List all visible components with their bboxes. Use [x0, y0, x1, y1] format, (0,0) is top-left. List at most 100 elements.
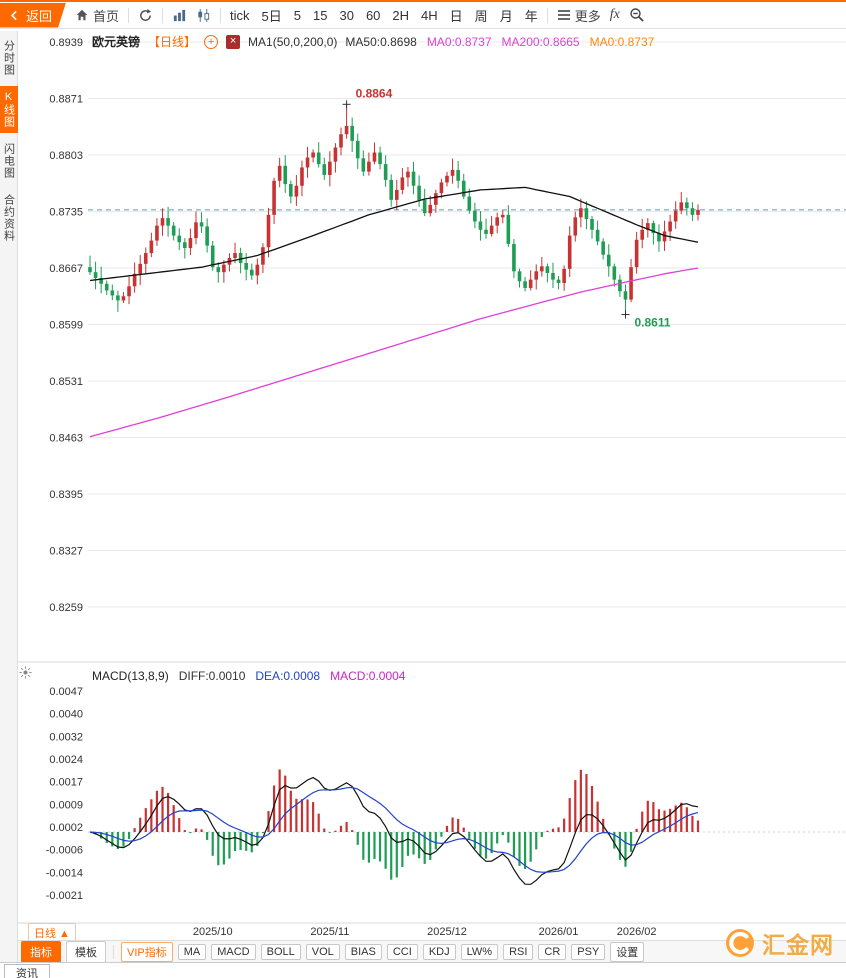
period-button-6[interactable]: 2H: [392, 7, 410, 23]
more-label: 更多: [574, 8, 601, 24]
macd-name: MACD(13,8,9): [92, 669, 169, 683]
timeframe-chip[interactable]: 日线 ▲: [28, 923, 76, 943]
top-toolbar: 返回 首页 tick 5日 5 15 30 60 2H 4H 日周月年 更多 fx: [0, 2, 846, 29]
fx-icon: fx: [609, 7, 620, 22]
bar-chart-button[interactable]: [172, 8, 187, 23]
magnifier-minus-icon: [630, 8, 644, 22]
svg-text:0.8611: 0.8611: [634, 316, 670, 330]
period-button-1[interactable]: 5日: [261, 8, 282, 24]
candles: [88, 104, 700, 315]
svg-text:2025/11: 2025/11: [310, 926, 349, 938]
indicator-button-2[interactable]: MACD: [211, 943, 256, 960]
macd-histogram: [94, 769, 700, 880]
x-axis-labels: 2025/10 2025/11 2025/12 2026/01 2026/02: [193, 926, 657, 938]
ma-value-0: MA50:0.8698: [345, 34, 417, 49]
svg-text:0.0017: 0.0017: [49, 777, 83, 789]
indicator-button-10[interactable]: CR: [538, 943, 567, 960]
period-button-2[interactable]: 5: [293, 7, 301, 23]
period-button-10[interactable]: 月: [499, 8, 513, 24]
svg-text:-0.0006: -0.0006: [46, 845, 83, 857]
refresh-button[interactable]: [138, 8, 153, 23]
indicator-button-5[interactable]: BIAS: [344, 943, 382, 960]
indicator-button-12[interactable]: 设置: [610, 941, 645, 962]
home-button[interactable]: 首页: [75, 6, 119, 25]
indicator-button-4[interactable]: VOL: [305, 943, 340, 960]
ma50-line: [89, 186, 699, 282]
period-button-5[interactable]: 60: [365, 7, 381, 23]
sidebar-tab-2[interactable]: 闪电图: [2, 143, 15, 179]
back-label: 返回: [26, 8, 53, 24]
home-label: 首页: [93, 8, 120, 24]
svg-text:0.8463: 0.8463: [49, 433, 83, 445]
toolbar-separator: [546, 7, 548, 23]
add-indicator-icon[interactable]: +: [204, 34, 219, 49]
svg-text:0.8667: 0.8667: [49, 263, 83, 275]
svg-text:0.8864: 0.8864: [356, 86, 393, 100]
svg-text:0.0047: 0.0047: [49, 686, 83, 698]
bar-chart-icon: [173, 9, 186, 21]
zoom-out-button[interactable]: [629, 7, 645, 23]
macd-value-2: MACD:0.0004: [330, 669, 406, 683]
diff-line: [89, 776, 699, 885]
toolbar-separator: [220, 7, 222, 23]
svg-text:2025/12: 2025/12: [427, 926, 467, 938]
indicator-bar: 指标 模板 VIP指标 MA MACD BOLL VOL BIAS CCI KDJ LW% RSI CR…: [18, 940, 846, 963]
toolbar-separator: [128, 7, 130, 23]
period-button-4[interactable]: 30: [339, 7, 354, 23]
indicator-button-8[interactable]: LW%: [460, 943, 499, 960]
indicator-button-6[interactable]: CCI: [386, 943, 418, 960]
macd-header: MACD(13,8,9) DIFF:0.0010 DEA:0.0008 MACD:0…: [92, 669, 405, 683]
svg-text:0.8871: 0.8871: [49, 94, 83, 106]
news-tab[interactable]: 资讯: [4, 964, 50, 978]
period-button-8[interactable]: 日: [449, 8, 463, 24]
bottom-strip: 资讯: [0, 962, 846, 978]
period-button-7[interactable]: 4H: [421, 7, 438, 23]
price-chart-header: 欧元英镑 【日线】 + × MA1(50,0,200,0) MA50:0.869…: [92, 33, 654, 50]
ma-settings-label: MA1(50,0,200,0): [248, 34, 338, 49]
sidebar-tab-0[interactable]: 分时图: [2, 40, 15, 76]
symbol-name: 欧元英镑: [92, 35, 141, 49]
bottom-tab-1[interactable]: 模板: [66, 940, 106, 963]
ma-value-3: MA0:0.8737: [589, 34, 655, 49]
sidebar-tab-3[interactable]: 合约资料: [2, 194, 15, 242]
ma-values: MA50:0.8698 MA0:0.8737 MA200:0.8665 MA0:0.8…: [345, 35, 654, 49]
low-annotation: 0.8611: [621, 310, 671, 330]
macd-value-1: DEA:0.0008: [255, 669, 321, 683]
indicator-button-11[interactable]: PSY: [571, 943, 606, 960]
period-button-0[interactable]: tick: [230, 7, 250, 23]
watermark-text: 汇金网: [762, 932, 834, 958]
back-button[interactable]: 返回: [0, 2, 67, 28]
svg-text:-0.0021: -0.0021: [46, 890, 83, 902]
candle-chart-button[interactable]: [196, 8, 211, 23]
svg-text:0.8327: 0.8327: [49, 546, 83, 558]
macd-settings-icon[interactable]: [19, 666, 32, 684]
back-arrow-icon: [10, 10, 17, 20]
menu-icon: [557, 10, 570, 20]
indicator-button-0[interactable]: VIP指标: [121, 941, 173, 962]
period-button-9[interactable]: 周: [474, 8, 488, 24]
sun-icon: [19, 666, 32, 679]
period-button-11[interactable]: 年: [524, 8, 538, 24]
svg-text:2026/02: 2026/02: [617, 926, 657, 938]
svg-text:0.8735: 0.8735: [49, 207, 83, 219]
price-axis-labels: 0.8939 0.8871 0.8803 0.8735 0.8667 0.8599 0.85…: [49, 37, 83, 614]
remove-indicator-icon[interactable]: ×: [226, 34, 241, 49]
dea-line: [89, 786, 699, 873]
home-icon: [76, 9, 88, 21]
svg-text:0.0024: 0.0024: [49, 754, 83, 766]
formula-button[interactable]: fx: [610, 7, 620, 23]
indicator-button-7[interactable]: KDJ: [422, 943, 456, 960]
svg-text:0.0040: 0.0040: [49, 709, 83, 721]
svg-text:0.8259: 0.8259: [49, 602, 83, 614]
candle-chart-icon: [198, 8, 210, 22]
indicator-button-3[interactable]: BOLL: [260, 943, 301, 960]
sidebar-tab-1[interactable]: K线图: [0, 86, 18, 133]
bottom-tab-0[interactable]: 指标: [21, 940, 61, 963]
more-button[interactable]: 更多: [557, 6, 601, 25]
price-grid: [88, 41, 846, 608]
indicator-button-9[interactable]: RSI: [503, 943, 534, 960]
indicator-button-1[interactable]: MA: [177, 943, 207, 960]
period-button-3[interactable]: 15: [313, 7, 328, 23]
refresh-icon: [140, 8, 152, 21]
